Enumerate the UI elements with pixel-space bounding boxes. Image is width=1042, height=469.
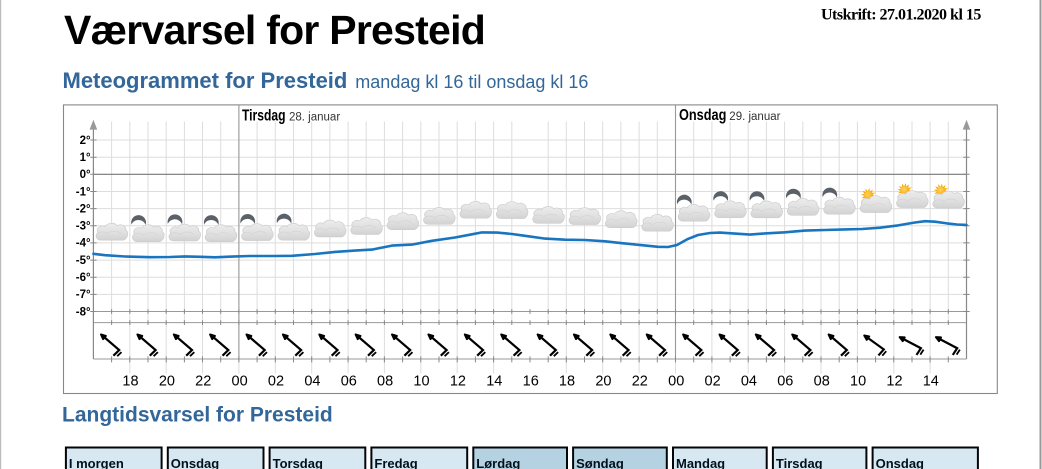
svg-text:18: 18	[122, 373, 138, 389]
svg-text:22: 22	[195, 373, 211, 389]
svg-text:29. januar: 29. januar	[729, 111, 780, 123]
svg-text:I morgen: I morgen	[69, 456, 124, 469]
svg-text:0°: 0°	[80, 169, 91, 181]
svg-text:-4°: -4°	[76, 238, 91, 250]
svg-text:28. januar: 28. januar	[289, 111, 340, 123]
svg-text:-1°: -1°	[76, 186, 91, 198]
svg-text:08: 08	[814, 373, 830, 389]
svg-text:Onsdag: Onsdag	[876, 456, 924, 469]
svg-text:-8°: -8°	[76, 306, 91, 318]
svg-text:Tirsdag: Tirsdag	[242, 107, 286, 124]
svg-text:02: 02	[268, 373, 284, 389]
svg-text:14: 14	[923, 373, 939, 389]
svg-text:12: 12	[450, 373, 466, 389]
svg-text:Torsdag: Torsdag	[273, 456, 323, 469]
svg-text:Fredag: Fredag	[374, 456, 417, 469]
svg-text:Meteogrammet for Presteid: Meteogrammet for Presteid	[63, 68, 348, 93]
svg-text:06: 06	[777, 373, 793, 389]
svg-text:-3°: -3°	[76, 221, 91, 233]
svg-text:04: 04	[304, 373, 320, 389]
svg-text:20: 20	[159, 373, 175, 389]
svg-text:mandag kl 16 til onsdag kl 16: mandag kl 16 til onsdag kl 16	[355, 72, 588, 92]
svg-text:Onsdag: Onsdag	[171, 456, 219, 469]
svg-text:00: 00	[232, 373, 248, 389]
svg-text:-2°: -2°	[76, 203, 91, 215]
svg-text:16: 16	[523, 373, 539, 389]
svg-text:-6°: -6°	[76, 272, 91, 284]
svg-text:Mandag: Mandag	[676, 456, 725, 469]
svg-text:Søndag: Søndag	[576, 456, 624, 469]
svg-text:06: 06	[341, 373, 357, 389]
svg-text:10: 10	[413, 373, 429, 389]
svg-text:Utskrift: 27.01.2020 kl 15: Utskrift: 27.01.2020 kl 15	[821, 7, 981, 24]
svg-text:22: 22	[632, 373, 648, 389]
svg-text:Værvarsel for Presteid: Værvarsel for Presteid	[64, 7, 485, 53]
svg-text:14: 14	[486, 373, 502, 389]
svg-text:20: 20	[595, 373, 611, 389]
svg-text:2°: 2°	[80, 135, 91, 147]
svg-text:04: 04	[741, 373, 757, 389]
svg-text:-7°: -7°	[76, 289, 91, 301]
svg-text:Lørdag: Lørdag	[476, 456, 520, 469]
svg-text:1°: 1°	[80, 152, 91, 164]
svg-text:02: 02	[705, 373, 721, 389]
svg-text:12: 12	[886, 373, 902, 389]
svg-text:00: 00	[668, 373, 684, 389]
svg-text:08: 08	[377, 373, 393, 389]
svg-text:18: 18	[559, 373, 575, 389]
svg-text:Onsdag: Onsdag	[679, 107, 726, 124]
svg-text:-5°: -5°	[76, 255, 91, 267]
svg-text:10: 10	[850, 373, 866, 389]
svg-text:Tirsdag: Tirsdag	[776, 456, 823, 469]
svg-text:Langtidsvarsel for Presteid: Langtidsvarsel for Presteid	[62, 404, 333, 427]
